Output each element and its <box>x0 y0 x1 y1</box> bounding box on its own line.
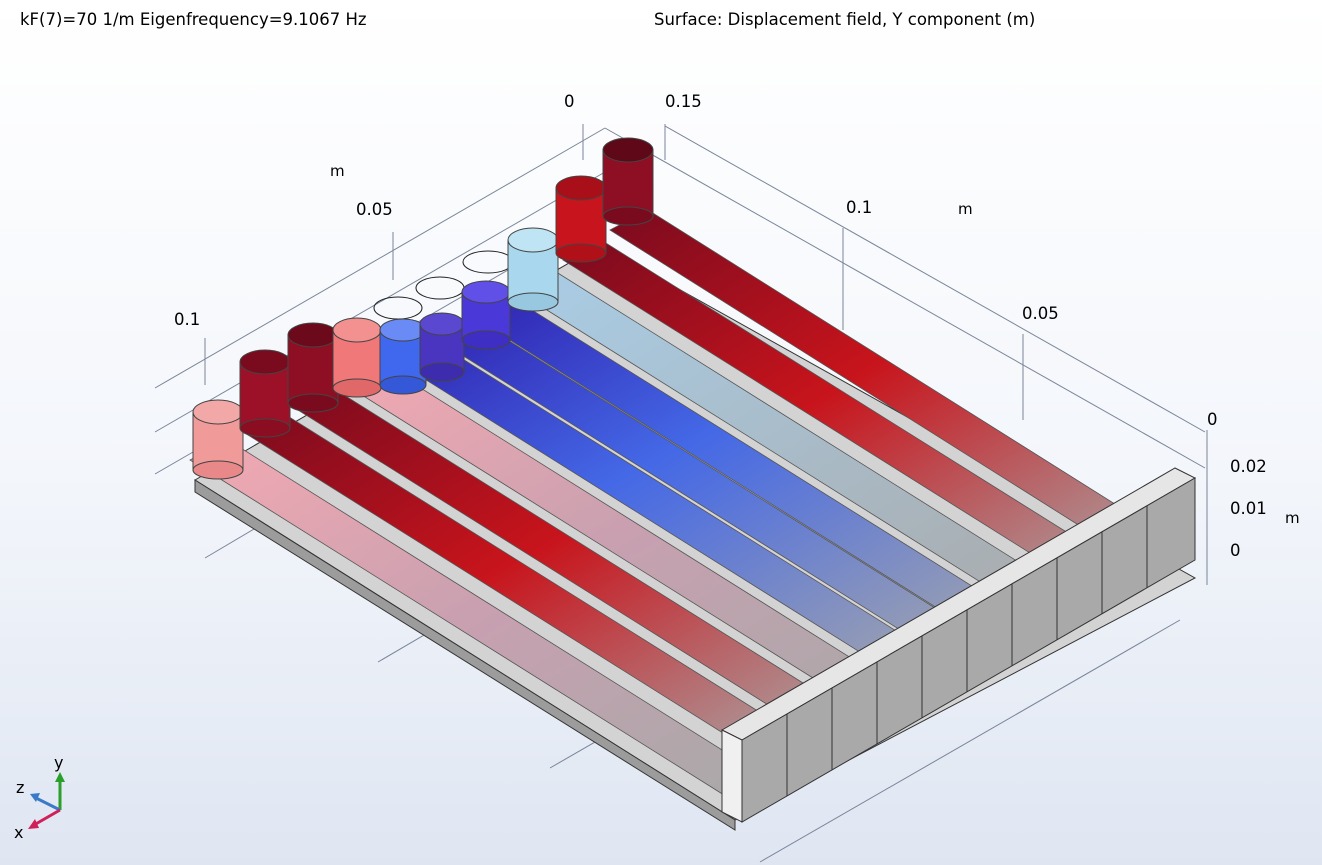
cylinder-7 <box>461 250 514 350</box>
end-wall <box>720 467 1197 823</box>
cylinder-6 <box>415 276 465 382</box>
cylinder-8 <box>507 227 559 312</box>
right-axis-unit: m <box>958 200 973 218</box>
back-axis-tick-0: 0 <box>564 92 575 111</box>
triad-x-label: x <box>14 823 24 842</box>
axis-triad <box>28 772 65 829</box>
right-axis-tick-2: 0.05 <box>1022 304 1059 323</box>
base-plate-front-edge <box>194 479 736 831</box>
triad-z-arrow <box>33 795 61 812</box>
triad-y-label: y <box>54 753 64 772</box>
plot-title-right: Surface: Displacement field, Y component… <box>654 10 1036 29</box>
cylinder-10 <box>602 137 654 226</box>
plot-title-left: kF(7)=70 1/m Eigenfrequency=9.1067 Hz <box>20 10 367 29</box>
cylinder-5 <box>373 296 427 395</box>
cylinder-9 <box>555 175 607 263</box>
beam-group <box>189 209 1181 796</box>
cylinder-3 <box>287 322 339 413</box>
triad-z-label: z <box>16 778 25 797</box>
right-axis-tick-0: 0.15 <box>665 92 702 111</box>
right-axis-tick-3: 0 <box>1207 410 1218 429</box>
right-axis-tick-1: 0.1 <box>846 198 873 217</box>
back-axis-tick-2: 0.1 <box>174 310 201 329</box>
cylinder-1 <box>192 399 244 480</box>
cylinder-group <box>192 137 654 480</box>
vertical-axis-unit: m <box>1285 509 1300 527</box>
vertical-axis-tick-1: 0.01 <box>1230 499 1267 518</box>
back-axis-unit: m <box>330 162 345 180</box>
vertical-axis-tick-2: 0 <box>1230 541 1241 560</box>
back-axis-tick-1: 0.05 <box>356 200 393 219</box>
cylinder-4 <box>332 317 382 398</box>
vertical-axis-tick-0: 0.02 <box>1230 457 1267 476</box>
triad-x-arrow <box>33 808 61 827</box>
cylinder-2 <box>239 349 291 438</box>
